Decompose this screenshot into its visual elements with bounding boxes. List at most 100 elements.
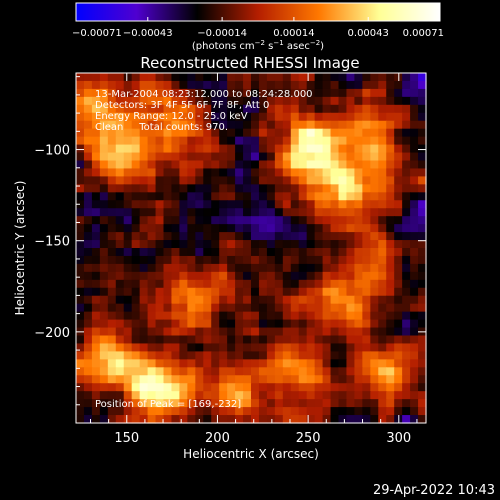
heatmap-cell (139, 192, 149, 201)
heatmap-cell (139, 311, 149, 321)
heatmap-cell (322, 335, 332, 345)
heatmap-cell (266, 152, 276, 162)
heatmap-cell (338, 144, 348, 154)
heatmap-cell (187, 263, 196, 273)
heatmap-cell (227, 399, 236, 408)
heatmap-cell (107, 359, 117, 368)
heatmap-cell (203, 232, 212, 241)
heatmap-cell (163, 287, 173, 297)
heatmap-cell (107, 240, 117, 249)
heatmap-cell (386, 383, 395, 392)
heatmap-cell (251, 271, 260, 281)
heatmap-cell (99, 343, 109, 352)
heatmap-cell (115, 176, 125, 185)
heatmap-cell (195, 287, 204, 297)
heatmap-cell (298, 208, 308, 217)
heatmap-cell (394, 144, 403, 154)
heatmap-cell (266, 232, 276, 241)
heatmap-cell (91, 248, 101, 257)
heatmap-cell (155, 240, 165, 249)
heatmap-cell (251, 144, 260, 154)
heatmap-cell (314, 216, 324, 225)
heatmap-cell (139, 271, 149, 281)
heatmap-cell (235, 200, 244, 209)
heatmap-cell (362, 375, 371, 384)
heatmap-cell (251, 192, 260, 201)
heatmap-cell (370, 295, 379, 305)
heatmap-cell (410, 263, 419, 273)
heatmap-cell (346, 120, 355, 130)
heatmap-cell (155, 224, 165, 233)
heatmap-cell (298, 96, 308, 106)
heatmap-cell (235, 112, 244, 122)
heatmap-cell (219, 73, 228, 82)
heatmap-cell (76, 192, 85, 201)
heatmap-cell (99, 335, 109, 345)
heatmap-cell (402, 152, 411, 162)
heatmap-cell (346, 136, 355, 146)
heatmap-cell (123, 232, 133, 241)
heatmap-cell (227, 359, 236, 368)
heatmap-cell (346, 160, 355, 170)
heatmap-cell (187, 216, 196, 225)
heatmap-cell (91, 224, 101, 233)
heatmap-cell (227, 120, 236, 130)
heatmap-cell (235, 216, 244, 225)
heatmap-cell (219, 216, 228, 225)
heatmap-cell (219, 351, 228, 360)
heatmap-cell (402, 399, 411, 408)
heatmap-cell (187, 200, 196, 209)
heatmap-cell (203, 399, 212, 408)
heatmap-cell (410, 255, 419, 265)
heatmap-cell (163, 160, 173, 170)
heatmap-cell (227, 128, 236, 138)
heatmap-cell (155, 279, 165, 289)
heatmap-cell (131, 184, 141, 193)
heatmap-cell (195, 248, 204, 257)
heatmap-cell (338, 311, 348, 321)
heatmap-cell (203, 383, 212, 392)
heatmap-cell (211, 271, 220, 281)
heatmap-cell (227, 255, 236, 265)
heatmap-cell (306, 335, 316, 345)
heatmap-cell (76, 407, 85, 416)
heatmap-cell (187, 375, 196, 384)
heatmap-cell (179, 112, 188, 122)
heatmap-cell (171, 375, 180, 384)
heatmap-cell (179, 224, 188, 233)
heatmap-cell (171, 232, 180, 241)
heatmap-cell (123, 335, 133, 345)
heatmap-cell (418, 73, 427, 82)
heatmap-cell (394, 383, 403, 392)
heatmap-cell (99, 128, 109, 138)
colorbar-tick-label: −0.00071 (72, 28, 122, 39)
heatmap-cell (362, 208, 371, 217)
heatmap-cell (227, 200, 236, 209)
heatmap-cell (243, 128, 252, 138)
heatmap-cell (107, 216, 117, 225)
heatmap-cell (362, 168, 371, 177)
heatmap-cell (83, 295, 93, 305)
heatmap-cell (290, 88, 300, 98)
heatmap-cell (322, 112, 332, 122)
heatmap-cell (378, 216, 387, 225)
heatmap-cell (91, 88, 101, 98)
method-counts-annotation: Clean Total counts: 970. (95, 122, 228, 133)
heatmap-cell (179, 287, 188, 297)
heatmap-cell (139, 80, 149, 90)
heatmap-cell (290, 335, 300, 345)
heatmap-cell (266, 255, 276, 265)
heatmap-cell (290, 232, 300, 241)
heatmap-cell (227, 152, 236, 162)
heatmap-cell (219, 192, 228, 201)
heatmap-cell (402, 303, 411, 313)
heatmap-cell (163, 136, 173, 146)
heatmap-cell (306, 128, 316, 138)
heatmap-cell (99, 73, 109, 82)
heatmap-cell (274, 160, 284, 170)
heatmap-cell (91, 263, 101, 273)
heatmap-cell (107, 303, 117, 313)
heatmap-cell (131, 391, 141, 400)
heatmap-cell (274, 104, 284, 114)
heatmap-cell (155, 383, 165, 392)
